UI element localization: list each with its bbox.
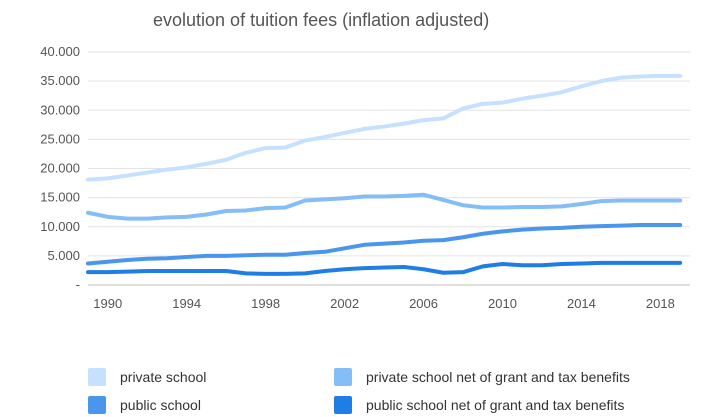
- y-tick-label: 30.000: [40, 102, 80, 117]
- legend-label: private school net of grant and tax bene…: [366, 369, 630, 385]
- series-line-1: [86, 192, 683, 221]
- legend-swatch: [334, 396, 352, 414]
- series-line-2: [86, 223, 683, 266]
- y-tick-label: 15.000: [40, 190, 80, 205]
- x-tick-label: 2018: [646, 296, 675, 311]
- x-tick-label: 1994: [172, 296, 201, 311]
- series-lines: [86, 73, 683, 276]
- y-tick-label: 10.000: [40, 219, 80, 234]
- y-tick-label: 35.000: [40, 73, 80, 88]
- legend-item: private school: [88, 368, 206, 386]
- x-tick-label: 2002: [330, 296, 359, 311]
- y-tick-label: -: [76, 277, 80, 292]
- x-tick-label: 2006: [409, 296, 438, 311]
- legend-item: public school net of grant and tax benef…: [334, 396, 624, 414]
- x-tick-label: 1998: [251, 296, 280, 311]
- series-line-0: [86, 73, 683, 182]
- legend-swatch: [334, 368, 352, 386]
- legend-item: public school: [88, 396, 201, 414]
- y-axis-tick-labels: - 5.000 10.000 15.000 20.000 25.000 30.000 35.0…: [40, 44, 80, 292]
- y-tick-label: 20.000: [40, 161, 80, 176]
- y-tick-label: 40.000: [40, 44, 80, 59]
- legend-label: public school net of grant and tax benef…: [366, 397, 625, 413]
- y-tick-label: 25.000: [40, 131, 80, 146]
- chart-title: evolution of tuition fees (inflation adj…: [153, 10, 490, 30]
- line-chart-plot: - 5.000 10.000 15.000 20.000 25.000 30.000 35.0…: [40, 44, 690, 311]
- x-tick-label: 2010: [488, 296, 517, 311]
- series-line-3: [86, 260, 683, 276]
- legend-item: private school net of grant and tax bene…: [334, 368, 630, 386]
- legend-label: private school: [120, 369, 207, 385]
- x-tick-label: 1990: [93, 296, 122, 311]
- x-tick-label: 2014: [567, 296, 596, 311]
- y-tick-label: 5.000: [47, 248, 80, 263]
- legend-swatch: [88, 396, 106, 414]
- chart-legend: private school private school net of gran…: [0, 365, 721, 417]
- x-axis-tick-labels: 1990 1994 1998 2002 2006 2010 2014 2018: [93, 296, 675, 311]
- legend-label: public school: [120, 397, 201, 413]
- legend-swatch: [88, 368, 106, 386]
